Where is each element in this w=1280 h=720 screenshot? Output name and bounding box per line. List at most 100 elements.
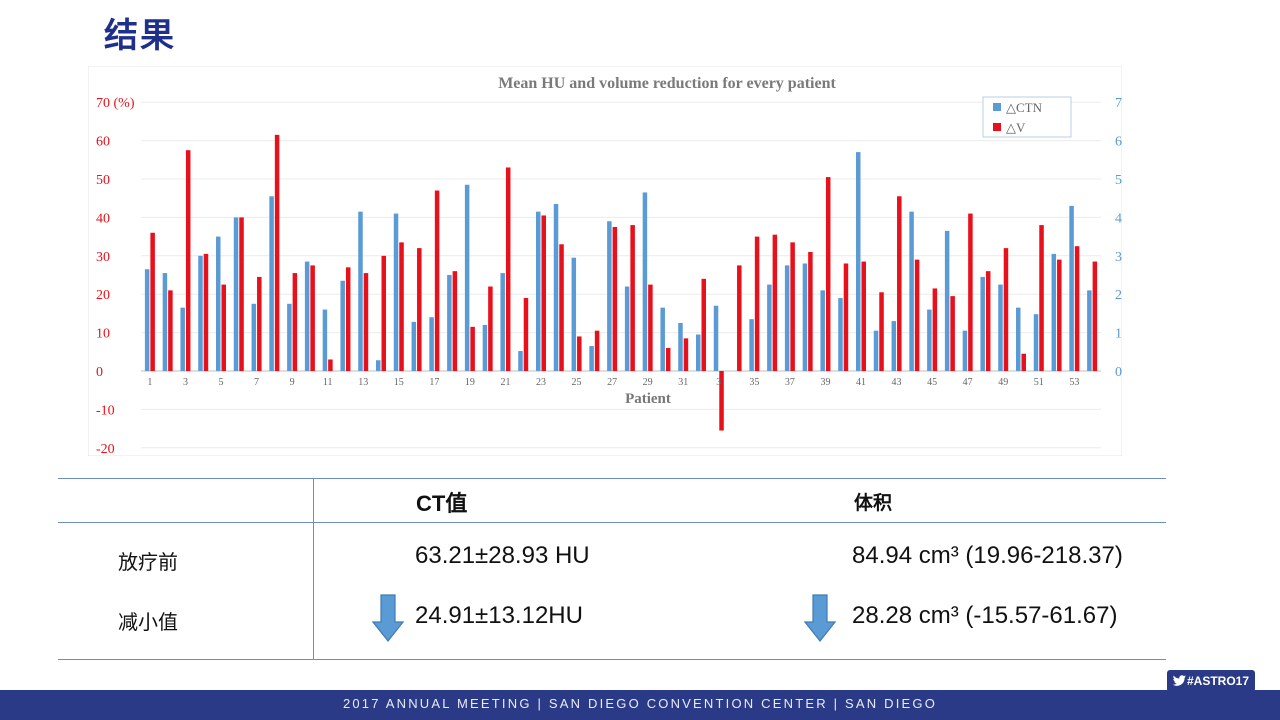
y-tick-label-left: 30 <box>96 250 110 265</box>
bar-ctn <box>624 286 630 371</box>
before-volume-value: 84.94 cm³ (19.96-218.37) <box>852 542 1123 569</box>
bar-ctn <box>678 323 683 371</box>
chart-title: Mean HU and volume reduction for every p… <box>498 75 836 92</box>
x-tick-label: 49 <box>998 377 1008 388</box>
footer-bar: 2017 ANNUAL MEETING | SAN DIEGO CONVENTI… <box>0 690 1280 720</box>
legend-swatch-ctn <box>993 103 1001 111</box>
x-axis-ticks: 1 3 5 7 9 11 13 15 17 19 21 23 25 27 29 31 3 35 37 39 41 43 45… <box>147 377 1079 388</box>
bar-v <box>968 213 973 371</box>
hashtag-text: #ASTRO17 <box>1187 674 1250 688</box>
bar-v <box>843 263 849 371</box>
x-tick-label: 53 <box>1069 377 1079 388</box>
x-tick-label: 15 <box>394 377 404 388</box>
bar-ctn <box>162 273 168 371</box>
results-table: CT值 体积 放疗前 63.21±28.93 HU 84.94 cm³ (19.… <box>58 478 1166 660</box>
y-tick-label-right: 70 (HU) <box>1115 96 1122 111</box>
bar-v <box>772 234 778 371</box>
bar-v <box>292 273 298 371</box>
y-axis-left: 70 (%) 60 50 40 30 20 10 0 -10 -20 <box>96 96 135 457</box>
bar-ctn <box>998 284 1003 371</box>
y-tick-label-left: 40 <box>96 211 110 226</box>
down-arrow-icon <box>804 594 836 642</box>
x-tick-label: 3 <box>716 377 721 388</box>
bar-v <box>541 215 546 371</box>
x-tick-label: 23 <box>536 377 546 388</box>
bar-v <box>648 284 653 371</box>
bar-ctn <box>1087 290 1092 371</box>
bar-v <box>257 276 262 371</box>
x-tick-label: 11 <box>323 377 333 388</box>
bar-ctn <box>144 269 150 371</box>
y-tick-label-right: 20 <box>1115 288 1122 303</box>
x-tick-label: 35 <box>749 377 759 388</box>
bar-ctn <box>500 273 505 371</box>
bar-v <box>825 177 831 371</box>
x-tick-label: 7 <box>254 377 259 388</box>
bar-v <box>985 271 991 371</box>
y-tick-label-left: 50 <box>96 173 110 188</box>
bar-ctn <box>767 284 772 371</box>
bar-v <box>1021 353 1026 371</box>
bar-ctn <box>411 321 417 371</box>
table-column-divider <box>313 478 314 660</box>
x-tick-label: 5 <box>219 377 224 388</box>
bar-ctn <box>660 307 665 371</box>
bar-ctn <box>1051 253 1057 371</box>
x-tick-label: 31 <box>678 377 688 388</box>
y-tick-label-right: 10 <box>1115 327 1122 342</box>
bar-v <box>932 288 938 371</box>
bar-ctn <box>429 317 434 371</box>
bar-v <box>790 242 795 371</box>
bar-ctn <box>607 221 612 371</box>
y-tick-label-right: 40 <box>1115 211 1122 226</box>
bar-ctn <box>891 321 897 371</box>
reduction-ct-value: 24.91±13.12HU <box>415 602 583 629</box>
bar-ctn <box>180 307 185 371</box>
y-tick-label-left: 20 <box>96 288 110 303</box>
y-tick-label-left: 10 <box>96 327 110 342</box>
bar-v <box>1074 246 1080 371</box>
x-tick-label: 43 <box>892 377 902 388</box>
x-tick-label: 21 <box>500 377 510 388</box>
bar-ctn <box>944 230 950 371</box>
bar-v <box>363 273 369 371</box>
y-tick-label-left: 0 <box>96 365 103 380</box>
bar-v <box>1039 225 1044 371</box>
bar-chart: Mean HU and volume reduction for every p… <box>87 65 1162 457</box>
x-tick-label: 47 <box>963 377 973 388</box>
bar-ctn <box>358 211 363 371</box>
bar-ctn <box>927 309 932 371</box>
x-tick-label: 41 <box>856 377 866 388</box>
slide-title: 结果 <box>104 16 176 56</box>
bar-v <box>452 271 458 371</box>
bar-v <box>737 265 742 371</box>
bar-v <box>754 236 760 371</box>
legend-label-v: △V <box>1006 120 1026 135</box>
down-arrow-icon <box>372 594 404 642</box>
table-rule-top <box>58 478 1166 479</box>
bar-v <box>594 330 600 371</box>
bar-ctn <box>233 217 239 371</box>
bar-v <box>1092 261 1098 371</box>
x-tick-label: 51 <box>1034 377 1044 388</box>
bar-ctn <box>216 236 221 371</box>
bar-v <box>914 259 920 371</box>
bar-v <box>630 225 635 371</box>
bar-ctn <box>909 211 914 371</box>
bar-ctn <box>1069 205 1074 371</box>
bar-v <box>665 347 671 371</box>
bar-ctn <box>482 324 488 371</box>
chart-frame <box>87 65 1123 457</box>
row-label-before: 放疗前 <box>118 550 178 574</box>
legend-label-ctn: △CTN <box>1006 100 1043 115</box>
grid-lines <box>141 101 1101 449</box>
bar-ctn <box>838 298 843 371</box>
y-tick-label-right: 30 <box>1115 250 1122 265</box>
bar-ctn <box>873 330 879 371</box>
bar-ctn <box>198 255 203 371</box>
bar-v <box>434 190 440 371</box>
bar-ctn <box>820 290 825 371</box>
bar-v <box>488 286 493 371</box>
bar-v <box>470 326 475 371</box>
y-tick-label-left: 70 (%) <box>96 96 135 111</box>
